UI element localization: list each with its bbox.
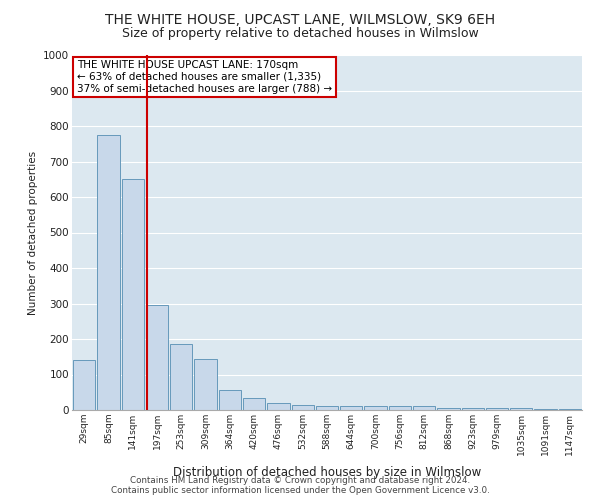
Text: Size of property relative to detached houses in Wilmslow: Size of property relative to detached ho… (122, 28, 478, 40)
Text: Contains HM Land Registry data © Crown copyright and database right 2024.: Contains HM Land Registry data © Crown c… (130, 476, 470, 485)
Bar (267, 403, 290, 410)
Bar (73, 360, 95, 410)
Bar (194, 358, 217, 410)
Bar (316, 406, 338, 410)
Text: THE WHITE HOUSE UPCAST LANE: 170sqm
← 63% of detached houses are smaller (1,335): THE WHITE HOUSE UPCAST LANE: 170sqm ← 63… (77, 60, 332, 94)
Bar (243, 398, 265, 410)
Bar (97, 135, 119, 410)
Text: Contains public sector information licensed under the Open Government Licence v3: Contains public sector information licen… (110, 486, 490, 495)
Bar (486, 408, 508, 410)
Y-axis label: Number of detached properties: Number of detached properties (28, 150, 38, 314)
Bar (170, 344, 193, 410)
Bar (389, 406, 411, 410)
Bar (292, 404, 314, 410)
Bar (559, 409, 581, 410)
Bar (146, 306, 168, 410)
Bar (364, 406, 387, 410)
Bar (218, 390, 241, 410)
Bar (510, 408, 532, 410)
Bar (340, 406, 362, 410)
Bar (413, 406, 436, 410)
Bar (122, 180, 144, 410)
Bar (437, 408, 460, 410)
Text: THE WHITE HOUSE, UPCAST LANE, WILMSLOW, SK9 6EH: THE WHITE HOUSE, UPCAST LANE, WILMSLOW, … (105, 12, 495, 26)
Bar (535, 409, 557, 410)
Bar (461, 408, 484, 410)
X-axis label: Distribution of detached houses by size in Wilmslow: Distribution of detached houses by size … (173, 466, 481, 479)
